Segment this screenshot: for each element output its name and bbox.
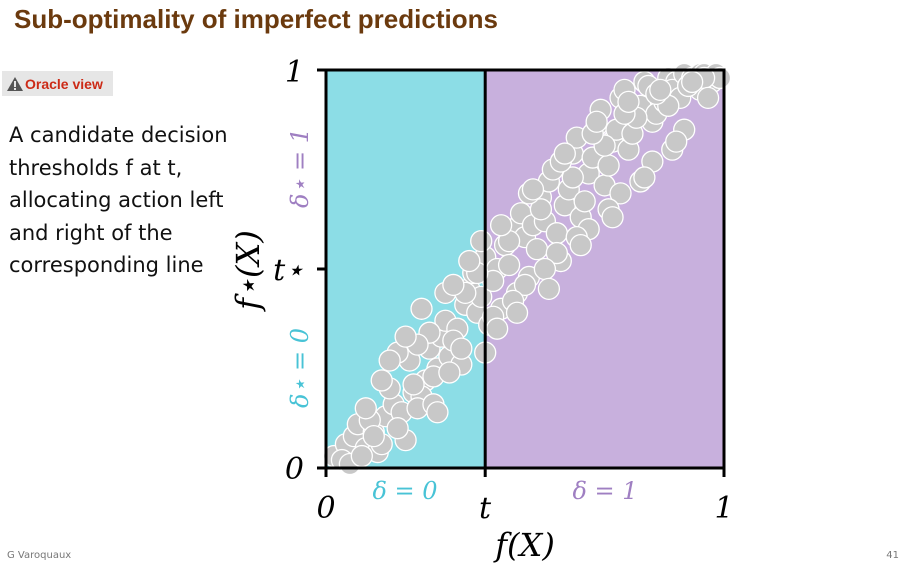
scatter-point [633, 166, 656, 189]
x-tick-t: t [479, 491, 492, 526]
scatter-point [696, 86, 720, 110]
scatter-point [378, 349, 401, 372]
badge-label: Oracle view [25, 75, 103, 92]
slide-body-text: A candidate decision thresholds f at t, … [9, 123, 228, 277]
scatter-point [545, 222, 568, 245]
region-label-left: δ = 0 [372, 477, 437, 505]
side-label-upper: δ⋆ = 1 [286, 128, 314, 208]
scatter-point [561, 166, 584, 189]
oracle-view-badge: Oracle view [2, 71, 113, 96]
scatter-point [537, 277, 561, 301]
x-tick-0: 0 [316, 491, 335, 526]
axis-ticks [317, 68, 726, 477]
scatter-point [402, 373, 425, 396]
scatter-point [533, 257, 557, 281]
scatter-point [362, 425, 385, 448]
scatter-point [609, 182, 632, 205]
scatter-point [442, 273, 465, 297]
scatter-point [470, 229, 493, 253]
scatter-point [497, 253, 521, 277]
side-label-lower: δ⋆ = 0 [286, 328, 314, 408]
x-tick-1: 1 [714, 491, 733, 526]
scatter-point [394, 325, 417, 348]
y-tick-1: 1 [285, 55, 304, 90]
scatter-point [573, 190, 596, 213]
region-delta-0 [326, 70, 486, 468]
scatter-point [649, 78, 672, 102]
y-axis-label: f⋆(X) [229, 230, 267, 312]
scatter-point [370, 369, 393, 392]
scatter-point [458, 249, 481, 273]
scatter-point [410, 297, 433, 320]
region-label-right: δ = 1 [572, 477, 637, 505]
scatter-point [529, 198, 553, 221]
footer-author: G Varoquaux [7, 550, 72, 561]
scatter-point [438, 361, 461, 384]
scatter-point [521, 178, 545, 201]
scatter-point [354, 397, 377, 420]
scatter-point [545, 241, 568, 265]
scatter-points [322, 62, 732, 476]
y-tick-tstar: t⋆ [273, 253, 304, 288]
scatter-point [665, 130, 688, 153]
scatter-point [601, 206, 624, 229]
scatter-point [505, 301, 529, 324]
scatter-point [525, 237, 549, 261]
scatter-point [597, 154, 620, 177]
y-tick-0: 0 [285, 452, 304, 487]
scatter-point [489, 214, 513, 237]
scatter-point [553, 142, 576, 165]
scatter-point [569, 233, 592, 257]
scatter-point [681, 70, 704, 94]
scatter-point [426, 401, 449, 424]
warning-triangle-icon [6, 76, 24, 92]
scatter-point [386, 417, 409, 440]
slide-title: Sub-optimality of imperfect predictions [14, 4, 498, 34]
x-axis-label: f(X) [493, 526, 555, 564]
scatter-point [617, 90, 640, 113]
scatter-point [450, 337, 473, 360]
scatter-point [585, 110, 608, 133]
scatter-point [350, 444, 373, 468]
scatter-point [513, 273, 537, 297]
scatter-point [485, 317, 509, 340]
page-number: 41 [886, 550, 899, 561]
